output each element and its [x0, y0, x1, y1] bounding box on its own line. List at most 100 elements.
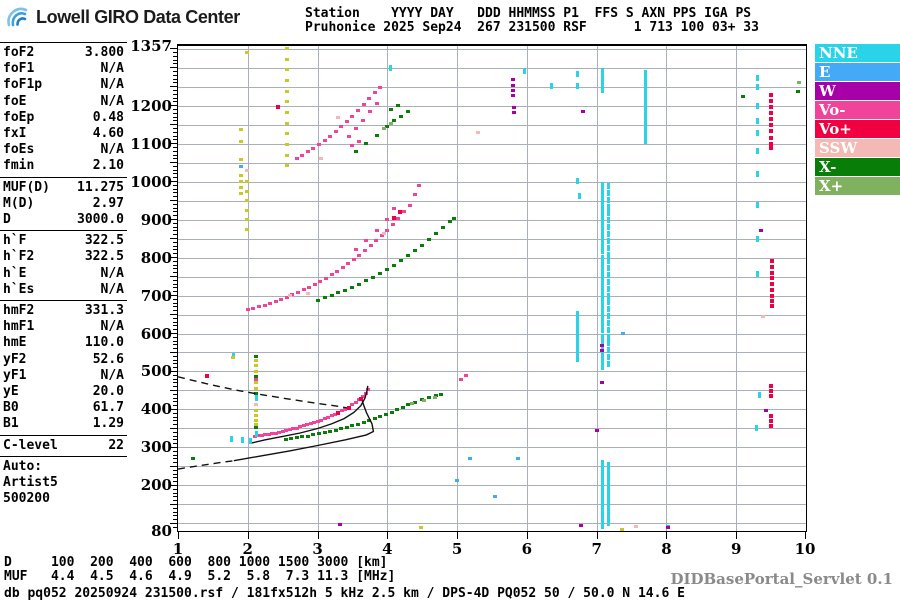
data-point-unlabeledyellow [254, 413, 259, 417]
y-axis-tick [170, 465, 177, 467]
parameter-label: foEs [3, 142, 35, 158]
x-axis-label: 10 [794, 540, 816, 558]
y-axis-tick [173, 59, 177, 61]
data-point-nne [607, 477, 611, 484]
data-point-x [383, 412, 388, 416]
data-point-nne [607, 292, 611, 299]
y-axis-tick [173, 154, 177, 156]
parameter-row: B1 1.29 [0, 416, 124, 432]
gridline-horizontal [178, 523, 806, 525]
data-point-vo [366, 388, 371, 392]
data-point-x [389, 410, 394, 414]
data-point-nne [607, 467, 611, 474]
data-point-nne [576, 333, 580, 340]
y-axis-tick [173, 165, 177, 167]
data-point-unlabeledyellow [284, 153, 289, 157]
x-axis-tick [387, 532, 389, 539]
y-axis-tick [173, 146, 177, 148]
parameter-value: 20.0 [92, 384, 124, 400]
y-axis-tick [173, 135, 177, 137]
y-axis-tick [173, 458, 177, 460]
data-point-nne [607, 251, 611, 258]
y-axis-tick [173, 488, 177, 490]
data-point-x [451, 216, 456, 220]
y-axis-label: 1000 [130, 172, 172, 191]
parameter-value: N/A [100, 77, 124, 93]
data-point-nne [607, 278, 611, 285]
data-point-x [316, 432, 321, 436]
gridline-vertical [596, 46, 598, 531]
data-point-nne [600, 193, 604, 200]
data-point-ssw [254, 403, 259, 407]
data-point-vo [363, 249, 367, 253]
data-point-w [758, 229, 763, 233]
y-axis-tick [173, 454, 177, 456]
parameter-label: foF1p [3, 77, 43, 93]
data-point-nne [600, 224, 604, 231]
data-point-x [339, 427, 344, 431]
data-point-nne [607, 237, 611, 244]
data-point-nne [644, 88, 647, 95]
y-axis-tick [173, 184, 177, 186]
gridline-horizontal [178, 390, 806, 392]
data-point-x [432, 395, 437, 399]
data-point-vo [374, 102, 379, 106]
y-axis-tick [173, 355, 177, 357]
y-axis-tick [173, 473, 177, 475]
gridline-horizontal [178, 314, 806, 316]
data-point-vo [392, 206, 397, 210]
data-point-x [392, 119, 397, 123]
data-point-ssw [287, 294, 292, 298]
y-axis-tick [173, 462, 177, 464]
data-point-vo [769, 123, 774, 128]
x-axis-tick [247, 532, 249, 539]
data-point-nne [600, 459, 604, 466]
data-point-x [305, 434, 310, 438]
data-point-vo [351, 257, 356, 261]
data-point-vo [318, 279, 323, 283]
y-axis-tick [170, 105, 177, 107]
data-point-x [434, 394, 439, 398]
data-point-x [353, 149, 358, 153]
gridline-vertical [666, 46, 668, 531]
parameter-label: foEp [3, 109, 35, 125]
y-axis-tick [173, 492, 177, 494]
data-point-vo [769, 99, 774, 104]
data-point-e [621, 332, 626, 335]
y-axis-tick [173, 268, 177, 270]
data-point-vo [769, 393, 774, 398]
data-point-vo [273, 299, 278, 303]
y-axis-tick [173, 112, 177, 114]
data-point-nne [607, 354, 611, 361]
data-point-vo [390, 223, 395, 226]
parameter-label: fxI [3, 126, 27, 142]
data-point-vo [329, 273, 334, 277]
y-axis-tick [173, 397, 177, 399]
parameter-value: N/A [100, 265, 124, 281]
data-point-x [336, 291, 341, 295]
data-point-vo [357, 253, 362, 257]
muf-row: MUF 4.4 4.5 4.6 4.9 5.2 5.8 7.3 11.3 [MH… [4, 569, 396, 584]
data-point-nne [607, 509, 611, 516]
parameter-label: D [3, 212, 11, 228]
y-axis-tick [170, 86, 177, 88]
y-axis-tick [173, 519, 177, 521]
data-point-vo [396, 216, 401, 220]
parameter-row: fmin 2.10 [0, 158, 124, 174]
ionogram-plot: 1357 1200 1100 1000 900 800 700 600 500 400 300 200… [130, 37, 815, 558]
y-axis-tick [173, 500, 177, 502]
parameter-label: fmin [3, 158, 35, 174]
data-point-vo [312, 282, 317, 286]
data-point-nne [600, 181, 604, 188]
legend-item-w: W [815, 82, 900, 100]
y-axis-label: 1357 [130, 37, 172, 55]
data-point-nne [756, 117, 760, 124]
y-axis-tick [170, 446, 177, 448]
data-point-x [420, 243, 425, 247]
y-axis-label: 300 [140, 438, 172, 457]
parameter-value: 322.5 [84, 233, 124, 249]
data-point-nne [600, 351, 604, 358]
data-point-unlabeledyellow [284, 100, 289, 104]
data-point-unlabeledyellow [284, 142, 289, 146]
y-axis-tick [170, 314, 177, 316]
